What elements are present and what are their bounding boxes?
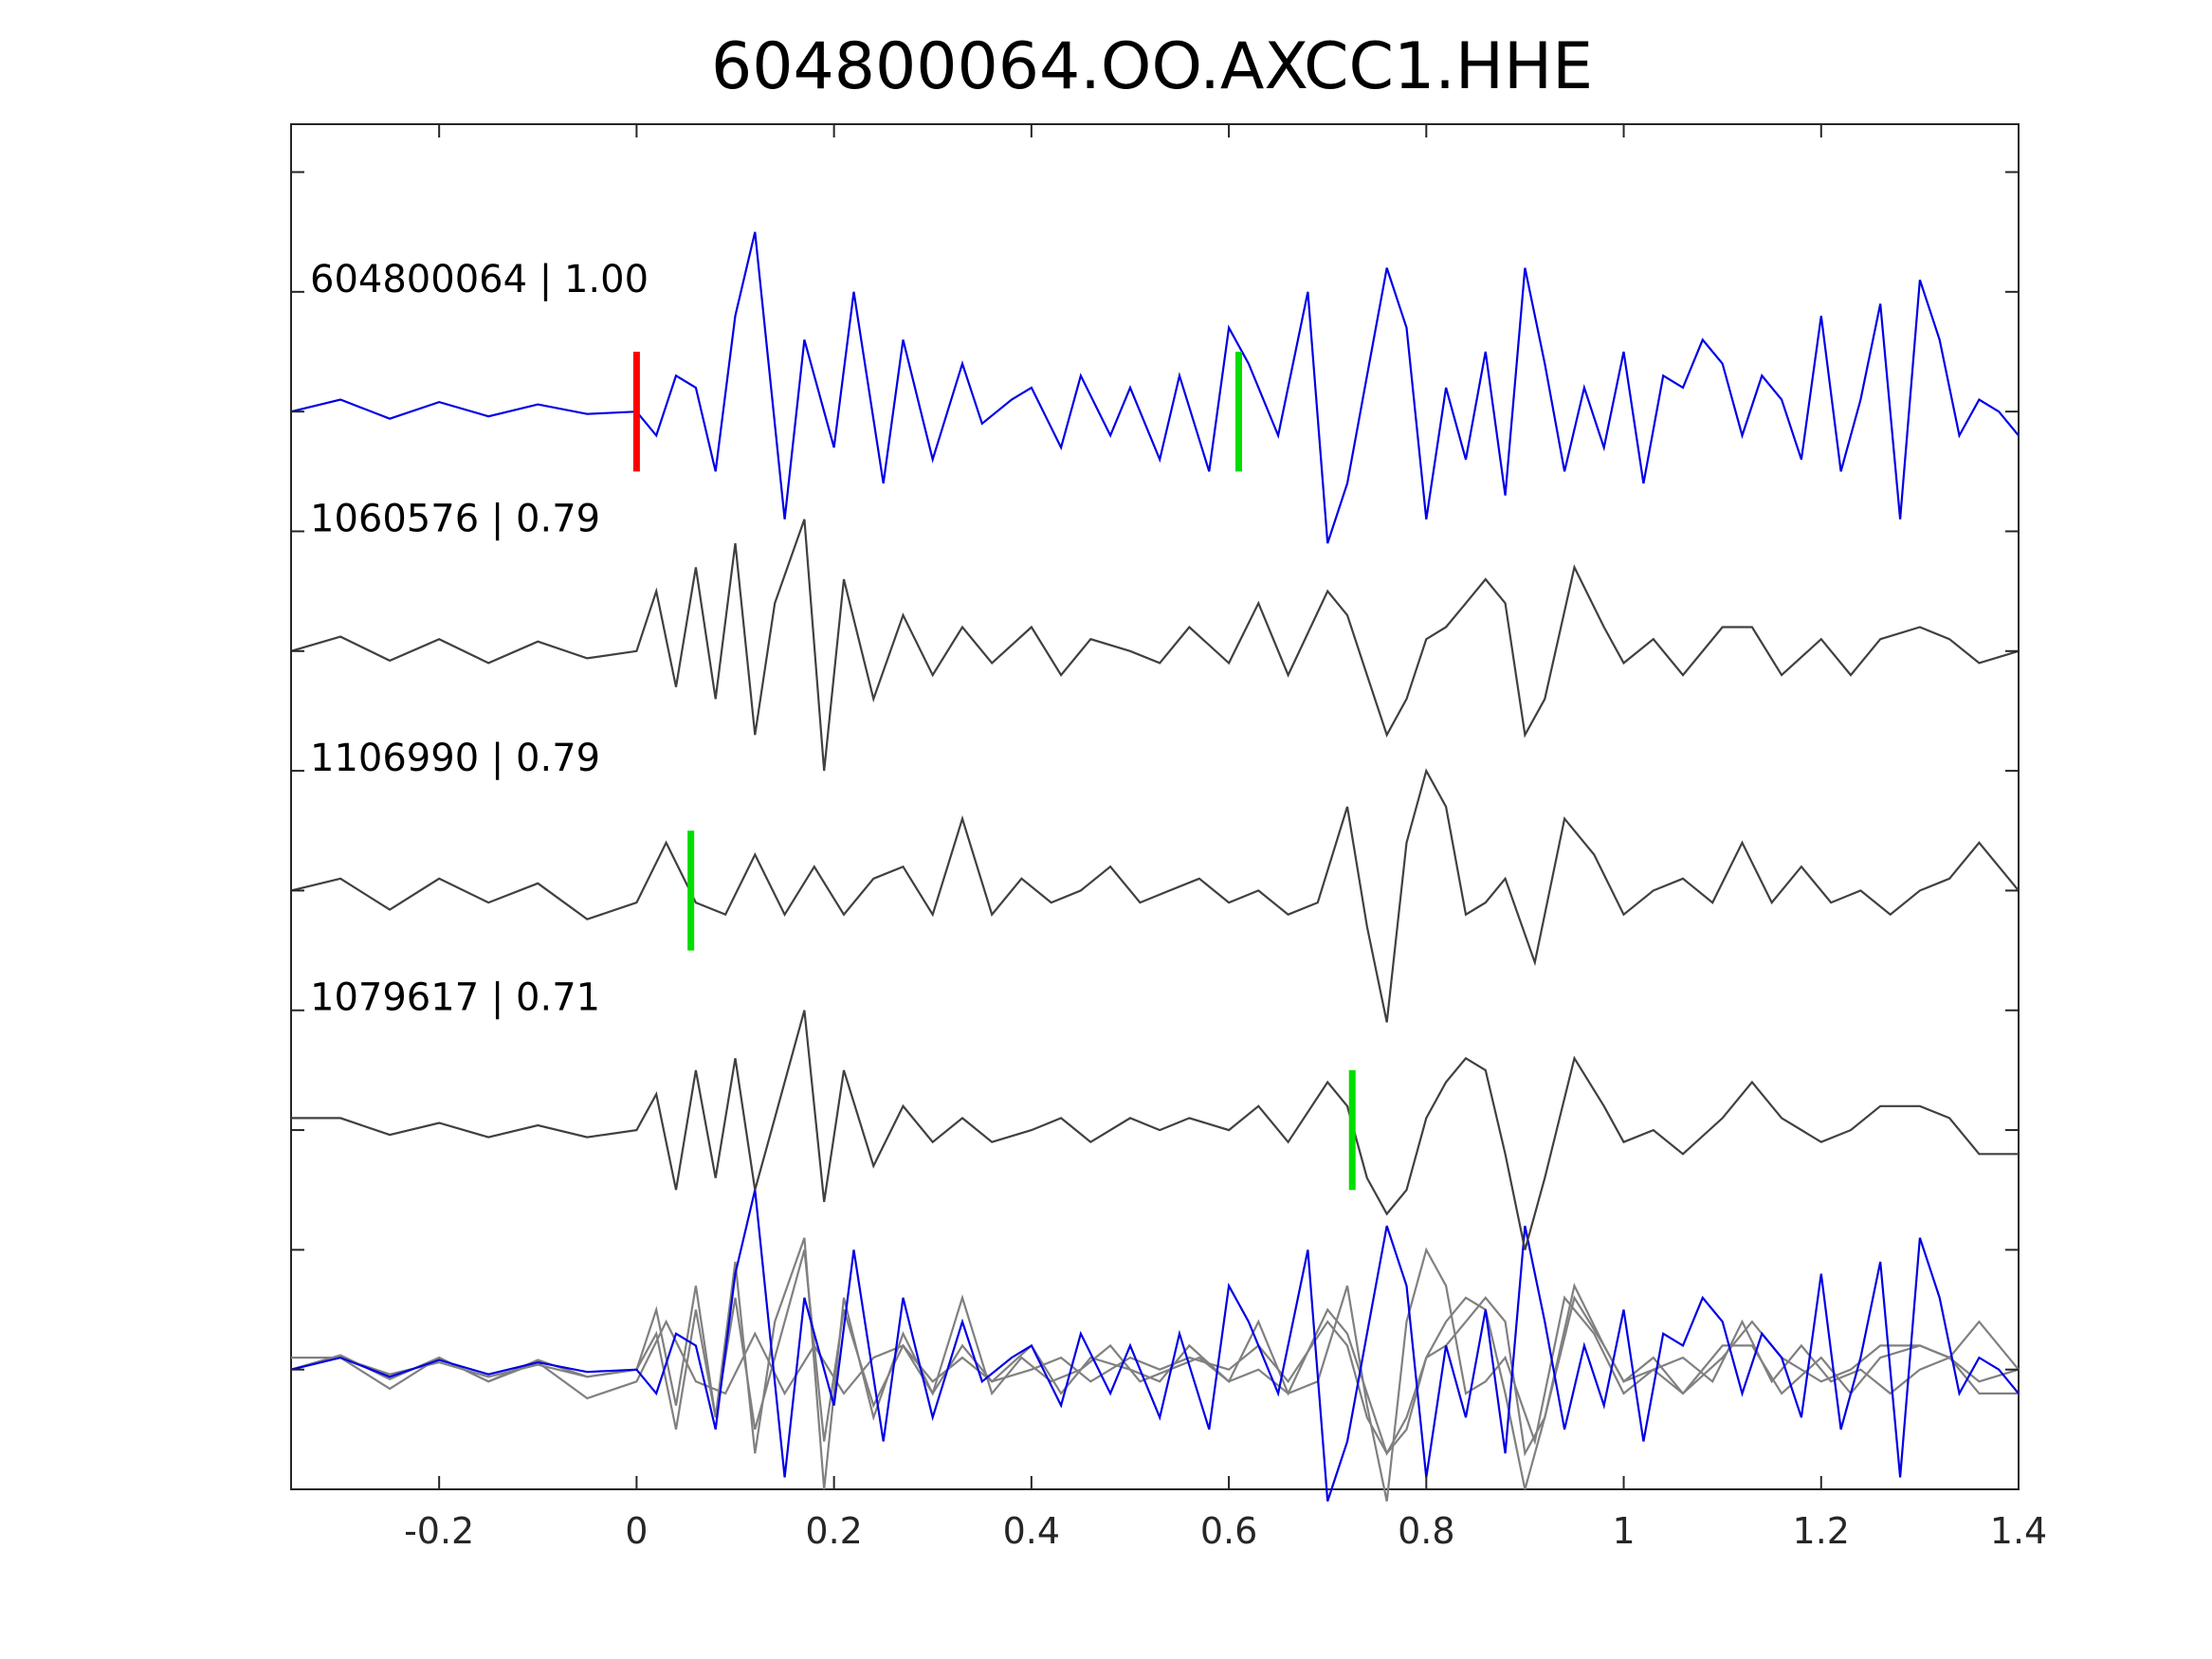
trace-line-4 [291, 1010, 2019, 1250]
overlay-trace-3 [291, 1249, 2019, 1490]
traces-layer [290, 231, 2020, 1502]
trace-line-2 [290, 519, 2020, 772]
x-tick-label: 0.8 [1398, 1510, 1454, 1552]
trace-labels: 604800064 | 1.00 1060576 | 0.79 1106990 | … [310, 258, 649, 1020]
plot-area [290, 123, 2020, 1490]
x-tick-label: 1.2 [1793, 1510, 1850, 1552]
x-tick-label: 0.2 [805, 1510, 862, 1552]
trace-label-1: 604800064 | 1.00 [310, 258, 649, 301]
x-tick-label: 1 [1612, 1510, 1635, 1552]
x-tick-label: 0.6 [1200, 1510, 1257, 1552]
trace-line-1 [290, 231, 2020, 544]
trace-label-4: 1079617 | 0.71 [310, 976, 600, 1020]
overlay-trace-reference [290, 1189, 2020, 1502]
trace-label-2: 1060576 | 0.79 [310, 497, 600, 540]
trace-label-3: 1106990 | 0.79 [310, 737, 600, 780]
chart-title: 604800064.OO.AXCC1.HHE [711, 29, 1593, 104]
x-tick-label: 0 [625, 1510, 648, 1552]
x-tick-label: 1.4 [1990, 1510, 2047, 1552]
phase-picks [632, 352, 1356, 1191]
x-tick-label: -0.2 [404, 1510, 474, 1552]
axis-ticks: -0.2 0 0.2 0.4 0.6 0.8 1 1.2 1.4 [291, 124, 2047, 1552]
x-tick-label: 0.4 [1003, 1510, 1060, 1552]
trace-line-3 [290, 768, 2020, 1023]
